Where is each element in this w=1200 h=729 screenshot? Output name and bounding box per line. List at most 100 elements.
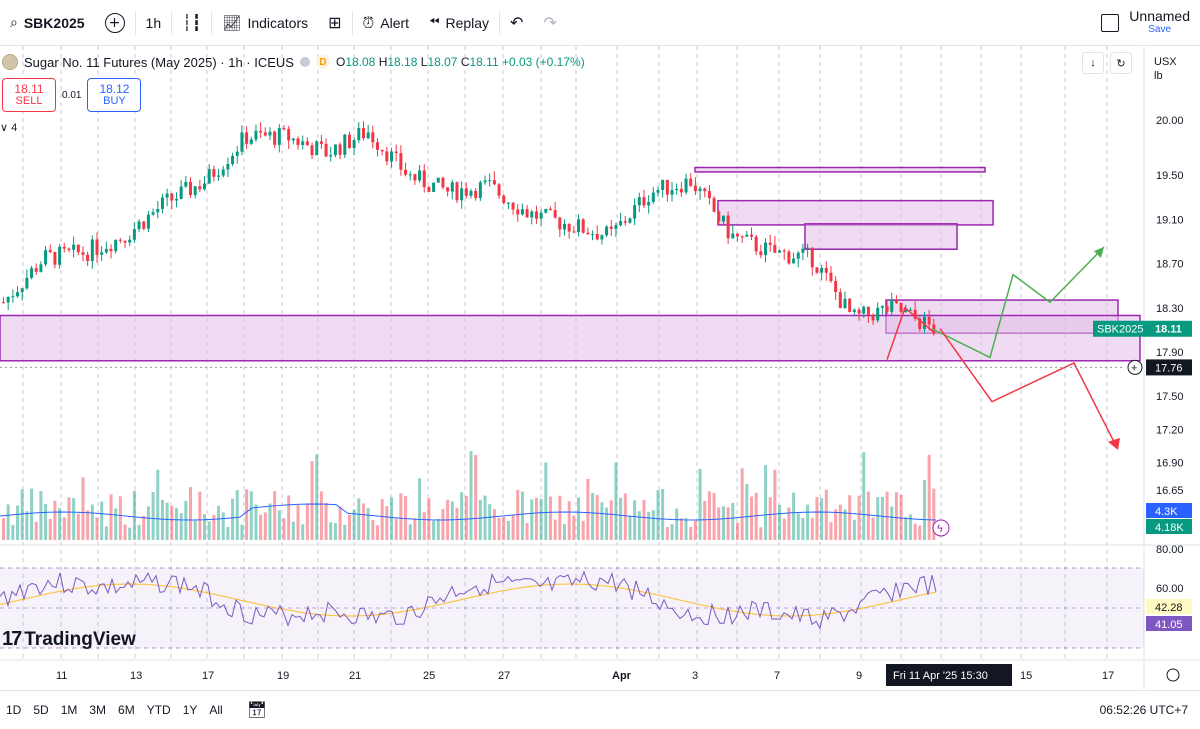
- range-1m[interactable]: 1M: [60, 702, 78, 717]
- volume-bar: [390, 497, 394, 540]
- change-value: +0.03 (+0.17%): [501, 55, 585, 69]
- candle-body: [581, 219, 585, 233]
- candle-body: [305, 141, 309, 146]
- range-ytd[interactable]: YTD: [146, 702, 171, 717]
- volume-bar: [160, 499, 164, 540]
- volume-bar: [44, 503, 48, 540]
- volume-bar: [226, 526, 230, 540]
- volume-bar: [455, 507, 459, 540]
- volume-bar: [834, 509, 838, 540]
- range-6m[interactable]: 6M: [118, 702, 135, 717]
- candle-body: [366, 132, 370, 139]
- volume-bar: [478, 499, 482, 540]
- range-5d[interactable]: 5D: [33, 702, 49, 717]
- volume-bar: [6, 504, 10, 540]
- refresh-icon[interactable]: ↻: [1110, 52, 1132, 74]
- time-tick-label: 25: [423, 670, 435, 682]
- indicator-toggle[interactable]: ∨ 4: [0, 121, 17, 134]
- volume-bar: [277, 510, 281, 540]
- candle-body: [231, 155, 235, 164]
- last-price-symbol-text: SBK2025: [1097, 324, 1143, 336]
- candle-body: [81, 252, 85, 255]
- symbol-search[interactable]: ⌕ SBK2025: [0, 0, 95, 46]
- candle-body: [852, 309, 856, 312]
- candle-body: [62, 246, 66, 249]
- volume-tag: [1146, 503, 1192, 518]
- candle-body: [287, 128, 291, 141]
- candle-body: [516, 209, 520, 215]
- volume-bar: [703, 501, 707, 540]
- save-label[interactable]: Save: [1148, 24, 1172, 35]
- symbol-name: SBK2025: [23, 14, 85, 31]
- add-alert-icon: [1127, 359, 1143, 375]
- volume-bar: [16, 505, 20, 540]
- layout-menu[interactable]: Unnamed Save: [1101, 0, 1190, 46]
- candle-body: [665, 179, 669, 195]
- candle-body: [750, 234, 753, 237]
- indicators-button[interactable]: 📈︎ Indicators: [212, 0, 318, 46]
- candle-body: [773, 244, 777, 253]
- trade-panel: 18.11 SELL 0.01 18.12 BUY: [2, 78, 142, 112]
- volume-bar: [104, 526, 108, 540]
- volume-bar: [502, 516, 506, 540]
- price-unit[interactable]: USX lb: [1154, 55, 1177, 83]
- volume-bar: [721, 506, 725, 540]
- volume-bar: [862, 452, 866, 540]
- volume-bar: [146, 506, 150, 540]
- eye-icon[interactable]: [299, 57, 310, 67]
- candle-body: [450, 182, 454, 192]
- volume-bar: [347, 514, 351, 540]
- volume-bar: [151, 492, 155, 540]
- volume-bar: [577, 497, 581, 540]
- range-all[interactable]: All: [209, 702, 223, 717]
- volume-bar: [806, 504, 810, 540]
- range-3m[interactable]: 3M: [89, 702, 107, 717]
- currency-label: USX: [1154, 56, 1177, 68]
- sell-button[interactable]: 18.11 SELL: [2, 78, 56, 112]
- candle-body: [282, 128, 286, 130]
- compare-button[interactable]: +: [95, 0, 135, 46]
- calendar-icon[interactable]: 📅︎: [246, 701, 268, 719]
- replay-button[interactable]: ⏪︎ Replay: [419, 0, 499, 46]
- range-1d[interactable]: 1D: [6, 702, 22, 717]
- open-value: 18.08: [345, 55, 376, 69]
- candle-body: [315, 141, 319, 156]
- undo-button[interactable]: ↶: [500, 0, 533, 46]
- alert-button[interactable]: ⏰︎ Alert: [353, 0, 420, 46]
- legend-title[interactable]: Sugar No. 11 Futures (May 2025) · 1h · I…: [24, 54, 294, 70]
- crosshair-price-text: 17.76: [1155, 362, 1183, 374]
- volume-bar: [745, 483, 749, 540]
- volume-bar: [385, 506, 389, 540]
- volume-bar: [567, 501, 571, 540]
- candle-body: [240, 132, 244, 152]
- volume-bar: [67, 497, 71, 540]
- buy-button[interactable]: 18.12 BUY: [87, 78, 142, 112]
- candle-body: [174, 198, 178, 201]
- redo-button[interactable]: ↷: [533, 0, 566, 46]
- interval-label: 1h: [145, 14, 162, 31]
- interval-button[interactable]: 1h: [136, 0, 172, 46]
- chart-type-button[interactable]: ┆┇: [172, 0, 211, 46]
- templates-button[interactable]: ⊞: [318, 0, 351, 46]
- supply-demand-zone: [804, 223, 958, 250]
- rsi-ma-tag: [1146, 599, 1192, 614]
- candle-body: [404, 169, 408, 175]
- candle-body: [39, 264, 43, 272]
- time-tick-label: 11: [56, 670, 67, 682]
- volume-bar: [329, 522, 333, 540]
- clock[interactable]: 06:52:26 UTC+7: [1099, 703, 1188, 717]
- candle-body: [651, 192, 655, 202]
- spread-value: 0.01: [62, 89, 82, 101]
- volume-bar: [885, 491, 889, 540]
- arrow-head-icon: [1094, 247, 1104, 259]
- candle-body: [263, 132, 267, 136]
- candle-body: [301, 141, 305, 146]
- chart-canvas[interactable]: 20.00 19.50 19.10 18.70 18.30 17.90 17.50 17.20…: [0, 0, 1200, 690]
- candle-body: [151, 212, 155, 215]
- range-1y[interactable]: 1Y: [182, 702, 198, 717]
- volume-bar: [474, 454, 478, 540]
- replay-label: Replay: [445, 14, 490, 31]
- volume-bar: [675, 508, 679, 540]
- candle-body: [848, 298, 852, 312]
- download-icon[interactable]: ↓: [1082, 52, 1104, 74]
